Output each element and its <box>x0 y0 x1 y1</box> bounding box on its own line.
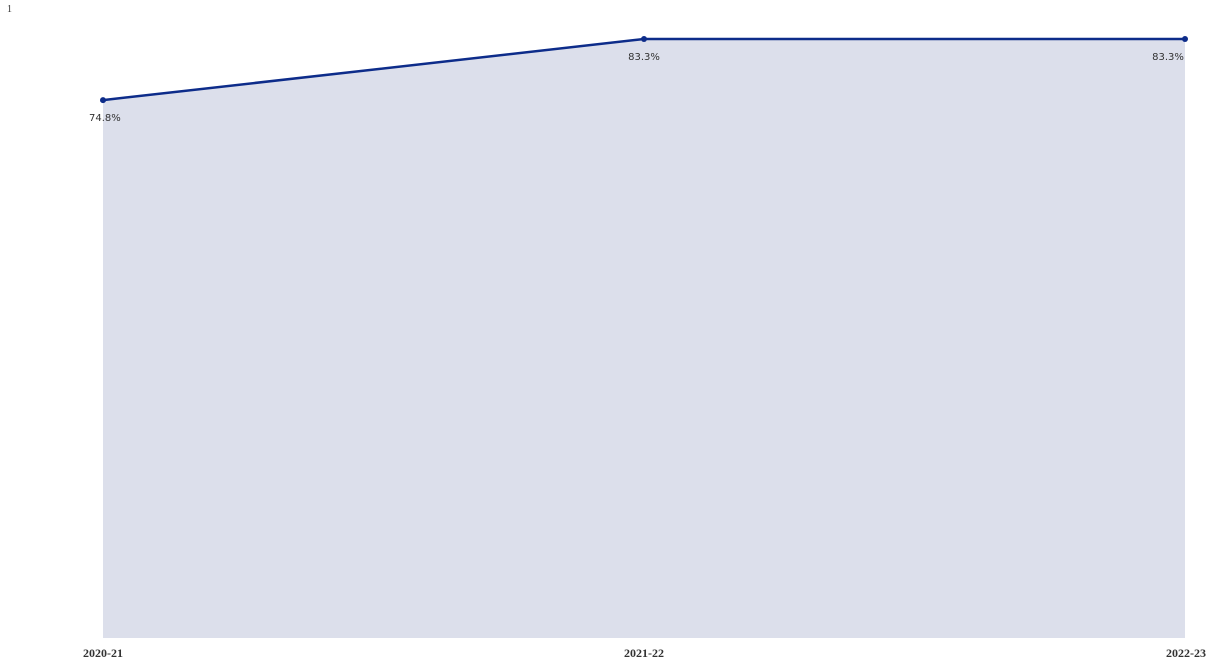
data-point[interactable] <box>100 97 106 104</box>
data-label: 74.8% <box>89 113 121 124</box>
data-label: 83.3% <box>1152 52 1184 63</box>
corner-number: 1 <box>7 4 12 15</box>
x-tick-label: 2020-21 <box>83 646 123 660</box>
data-point[interactable] <box>1182 36 1188 42</box>
data-label-layer: 74.8% 83.3% 83.3% <box>89 52 1184 124</box>
area-fill <box>103 39 1185 638</box>
x-tick-label: 2021-22 <box>624 646 664 660</box>
point-layer <box>100 36 1188 104</box>
data-label: 83.3% <box>628 52 660 63</box>
area-layer <box>103 39 1185 638</box>
x-tick-label: 2022-23 <box>1166 646 1206 660</box>
x-axis-tick-layer: 2020-21 2021-22 2022-23 <box>83 646 1206 660</box>
data-point[interactable] <box>641 36 647 42</box>
